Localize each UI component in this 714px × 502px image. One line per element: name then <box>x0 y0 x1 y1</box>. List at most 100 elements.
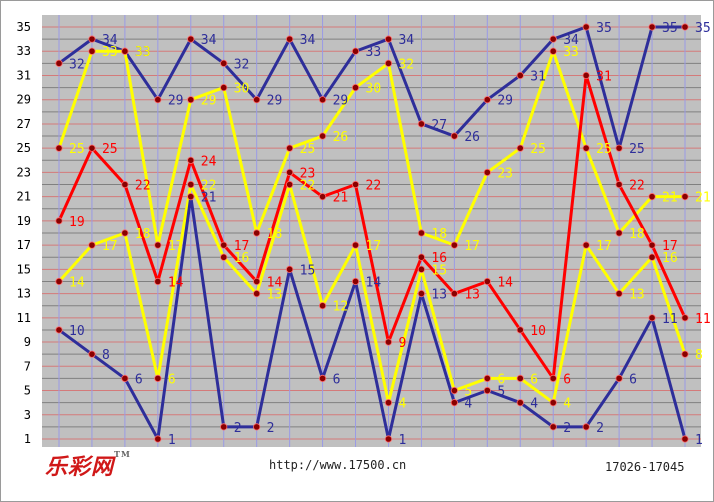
series-line-3 <box>57 73 687 380</box>
data-label: 1 <box>168 433 176 448</box>
data-point <box>220 59 228 67</box>
data-point <box>450 241 458 249</box>
data-label: 1 <box>695 433 703 448</box>
data-label: 1 <box>398 433 406 448</box>
data-label: 4 <box>563 397 571 412</box>
y-tick-label: 9 <box>24 335 31 349</box>
data-label: 33 <box>102 45 118 60</box>
data-label: 26 <box>333 130 349 145</box>
data-label: 22 <box>629 179 645 194</box>
data-point <box>286 180 294 189</box>
data-point <box>88 241 96 249</box>
data-label: 19 <box>69 215 85 230</box>
data-point <box>681 435 689 443</box>
data-label: 14 <box>497 275 513 290</box>
data-label: 16 <box>662 251 678 266</box>
data-label: 25 <box>596 142 612 157</box>
data-point <box>516 144 524 152</box>
data-point <box>318 374 327 383</box>
data-point <box>55 277 63 286</box>
data-point <box>253 229 261 237</box>
data-point <box>450 399 458 407</box>
y-tick-label: 29 <box>17 93 31 107</box>
y-tick-label: 7 <box>24 359 31 373</box>
data-label: 31 <box>530 69 546 84</box>
data-label: 35 <box>662 21 678 36</box>
y-tick-label: 15 <box>17 262 31 276</box>
data-point <box>220 83 228 92</box>
data-label: 17 <box>102 239 118 254</box>
data-point <box>648 241 656 249</box>
data-label: 17 <box>596 239 612 254</box>
data-label: 8 <box>102 348 110 363</box>
series-line-4 <box>57 183 687 405</box>
data-point <box>154 241 162 249</box>
data-point <box>384 338 393 346</box>
data-point <box>286 168 294 177</box>
y-tick-label: 31 <box>17 68 31 82</box>
data-label: 29 <box>267 94 283 109</box>
data-label: 10 <box>530 324 546 339</box>
data-label: 14 <box>366 275 382 290</box>
data-label: 33 <box>366 45 382 60</box>
series-line-1 <box>58 25 685 150</box>
data-label: 21 <box>333 191 349 206</box>
data-label: 30 <box>234 82 250 97</box>
data-label: 33 <box>135 45 151 60</box>
data-point <box>351 47 360 55</box>
logo: 乐彩网TM <box>45 449 131 481</box>
data-point <box>55 217 63 225</box>
data-point <box>549 423 557 431</box>
data-label: 18 <box>431 227 447 242</box>
y-tick-label: 3 <box>24 408 31 422</box>
data-label: 29 <box>333 94 349 109</box>
data-point <box>648 193 656 201</box>
data-point <box>582 423 590 431</box>
data-point <box>220 253 228 261</box>
data-label: 32 <box>234 57 250 72</box>
data-label: 22 <box>366 179 382 194</box>
data-point <box>648 23 656 31</box>
data-point <box>318 302 327 310</box>
data-label: 18 <box>267 227 283 242</box>
data-point <box>253 277 261 286</box>
y-tick-label: 17 <box>17 238 31 252</box>
data-point <box>154 96 162 104</box>
data-label: 21 <box>695 191 711 206</box>
data-label: 4 <box>530 397 538 412</box>
data-label: 8 <box>695 348 703 363</box>
data-label: 12 <box>333 300 349 315</box>
data-point <box>450 289 458 298</box>
data-label: 17 <box>168 239 184 254</box>
data-label: 6 <box>168 372 176 387</box>
data-point <box>384 399 393 407</box>
data-label: 29 <box>201 94 217 109</box>
data-point <box>55 326 63 334</box>
data-point <box>516 399 524 407</box>
y-tick-label: 11 <box>17 311 31 325</box>
data-point <box>516 374 524 383</box>
y-tick-label: 21 <box>17 190 31 204</box>
data-label: 13 <box>629 288 645 303</box>
data-point <box>220 423 228 431</box>
data-label: 33 <box>563 45 579 60</box>
data-label: 29 <box>497 94 513 109</box>
data-label: 6 <box>333 372 341 387</box>
data-label: 34 <box>563 33 579 48</box>
data-label: 30 <box>366 82 382 97</box>
data-label: 4 <box>464 397 472 412</box>
data-label: 6 <box>563 372 571 387</box>
data-point <box>648 253 656 261</box>
data-label: 6 <box>629 372 637 387</box>
data-point <box>417 229 426 237</box>
data-point <box>253 289 261 298</box>
data-point <box>582 23 590 31</box>
data-label: 4 <box>398 397 406 412</box>
data-point <box>121 47 129 55</box>
data-label: 22 <box>300 179 316 194</box>
data-label: 32 <box>398 57 414 72</box>
data-point <box>351 241 360 249</box>
data-point <box>615 180 623 189</box>
